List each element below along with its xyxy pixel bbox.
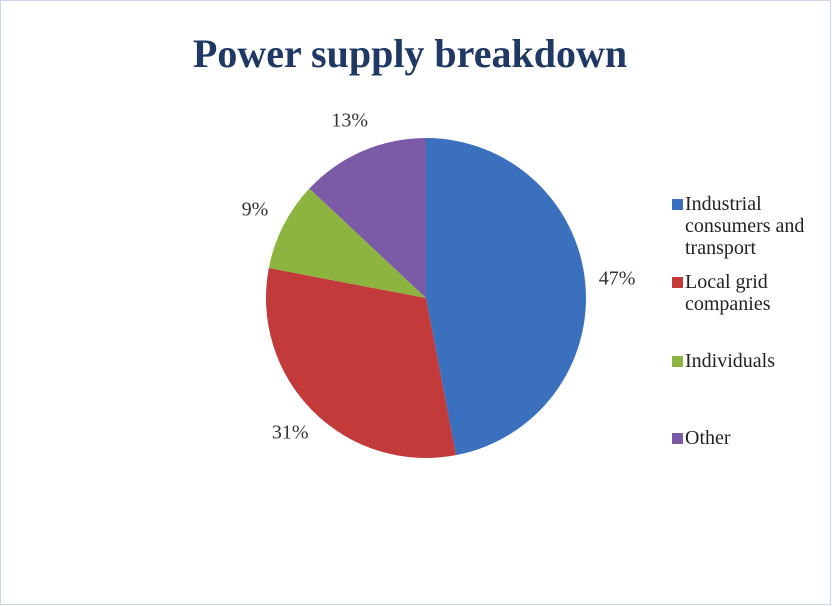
legend-label: Industrial consumers and transport [685, 193, 805, 259]
legend-item: Other [672, 427, 832, 449]
data-label: 13% [331, 109, 368, 131]
pie-slice [268, 188, 426, 298]
pie-slice [266, 268, 456, 458]
data-label: 47% [599, 268, 636, 290]
data-label: 9% [242, 198, 269, 220]
chart-title: Power supply breakdown [193, 31, 627, 76]
legend-swatch [672, 356, 683, 367]
legend-label: Individuals [685, 350, 775, 372]
legend-swatch [672, 199, 683, 210]
pie-slice [426, 138, 587, 456]
pie-slice [309, 138, 426, 298]
legend-item: Individuals [672, 350, 832, 372]
legend-item: Local grid companies [672, 271, 832, 315]
legend-swatch [672, 277, 683, 288]
legend-label: Other [685, 427, 731, 449]
legend-item: Industrial consumers and transport [672, 193, 832, 259]
data-label: 31% [272, 421, 309, 443]
legend-label: Local grid companies [685, 271, 771, 315]
legend-swatch [672, 433, 683, 444]
